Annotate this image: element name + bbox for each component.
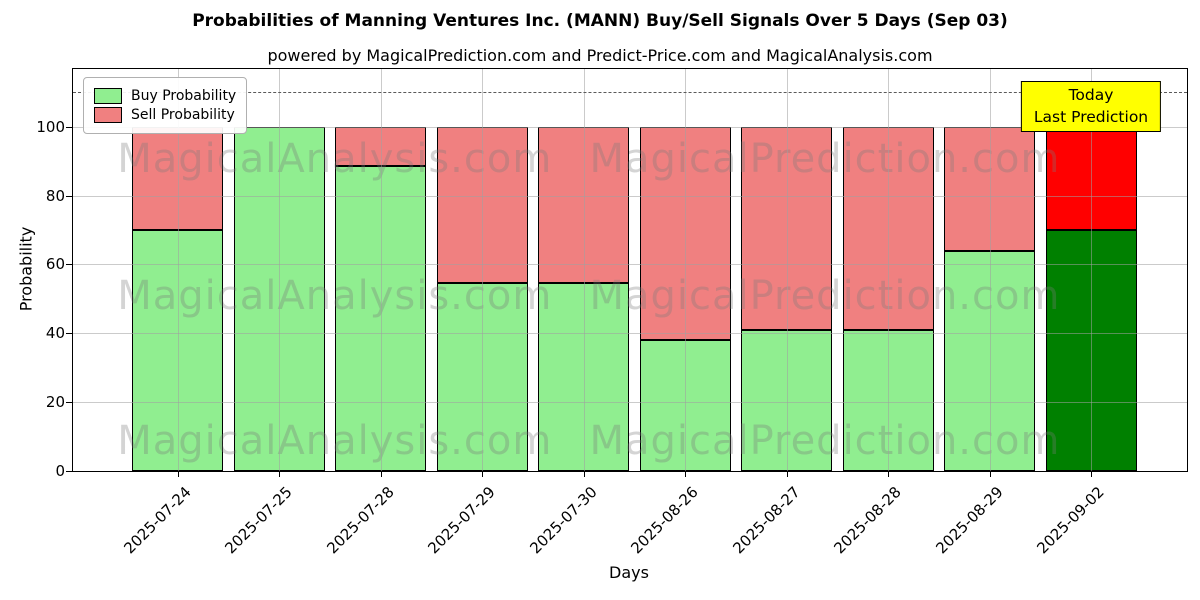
sell-swatch-icon [94, 107, 122, 123]
chart-subtitle: powered by MagicalPrediction.com and Pre… [267, 46, 933, 65]
x-tick-mark [380, 471, 382, 477]
x-tick-label: 2025-07-29 [424, 483, 499, 558]
x-tick-label: 2025-08-27 [728, 483, 804, 558]
gridline [177, 69, 179, 471]
x-axis-label: Days [609, 563, 649, 582]
watermark-analysis: MagicalAnalysis.com [117, 273, 553, 320]
y-tick-mark [66, 126, 72, 128]
y-tick-label: 40 [45, 324, 65, 343]
x-tick-mark [279, 471, 281, 477]
threshold-line [73, 92, 1187, 94]
gridline [73, 402, 1187, 404]
x-tick-mark [685, 471, 687, 477]
legend-item-buy: Buy Probability [94, 88, 236, 104]
x-tick-label: 2025-09-02 [1033, 483, 1108, 558]
x-tick-label: 2025-08-29 [931, 483, 1007, 558]
watermark-prediction: MagicalPrediction.com [589, 273, 1061, 320]
x-tick-label: 2025-08-26 [627, 483, 702, 558]
legend-label-buy: Buy Probability [131, 88, 237, 104]
buy-swatch-icon [94, 88, 122, 104]
legend-item-sell: Sell Probability [94, 107, 236, 123]
plot-area: Buy Probability Sell Probability Today L… [36, 68, 1188, 557]
watermark-prediction: MagicalPrediction.com [589, 136, 1061, 183]
gridline [583, 69, 585, 471]
y-tick-label: 100 [36, 117, 65, 136]
gridline [888, 69, 890, 471]
x-tick-mark [786, 471, 788, 477]
gridline [989, 69, 991, 471]
gridline [685, 69, 687, 471]
y-tick-label: 20 [45, 393, 65, 412]
y-tick-mark [66, 471, 72, 472]
x-tick-mark [888, 471, 890, 477]
x-tick-mark [583, 471, 585, 477]
y-tick-mark [66, 333, 72, 335]
gridline [380, 69, 382, 471]
y-tick-label: 80 [45, 186, 65, 205]
y-tick-label: 60 [45, 255, 65, 274]
x-tick-label: 2025-07-24 [120, 483, 195, 558]
gridline [1091, 69, 1093, 471]
y-tick-mark [66, 264, 72, 266]
x-tick-label: 2025-07-28 [323, 483, 398, 558]
gridline [482, 69, 484, 471]
legend: Buy Probability Sell Probability [83, 77, 248, 134]
gridline [73, 126, 1187, 128]
watermark-analysis: MagicalAnalysis.com [117, 136, 553, 183]
today-last-prediction-box: Today Last Prediction [1020, 81, 1162, 133]
gridline [786, 69, 788, 471]
chart-title: Probabilities of Manning Ventures Inc. (… [192, 11, 1008, 31]
y-axis-label: Probability [16, 226, 36, 312]
x-tick-mark [177, 471, 179, 477]
x-tick-label: 2025-08-28 [830, 483, 905, 558]
gridline [279, 69, 281, 471]
y-tick-mark [66, 402, 72, 404]
gridline [73, 264, 1187, 266]
watermark-prediction: MagicalPrediction.com [589, 417, 1061, 464]
x-tick-mark [482, 471, 484, 477]
gridline [73, 195, 1187, 197]
x-tick-mark [989, 471, 991, 477]
x-tick-label: 2025-07-30 [525, 483, 601, 558]
y-tick-mark [66, 195, 72, 197]
x-tick-mark [1091, 471, 1093, 477]
annotation-line-1: Today [1068, 86, 1114, 104]
legend-label-sell: Sell Probability [131, 107, 235, 123]
gridline [73, 333, 1187, 335]
x-tick-label: 2025-07-25 [221, 483, 296, 558]
annotation-line-2: Last Prediction [1033, 107, 1149, 126]
watermark-analysis: MagicalAnalysis.com [117, 417, 553, 464]
y-tick-label: 0 [55, 462, 65, 480]
